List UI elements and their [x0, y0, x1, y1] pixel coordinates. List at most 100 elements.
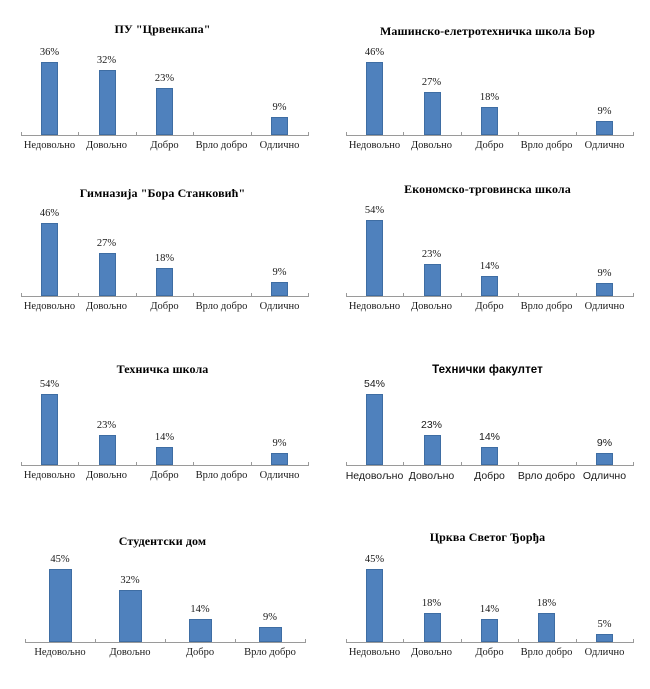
x-axis-line: [346, 465, 633, 466]
axis-tick: [633, 132, 634, 136]
axis-tick: [251, 132, 252, 136]
category-label: Одлично: [259, 140, 300, 151]
axis-tick: [576, 639, 577, 643]
bar: [596, 634, 613, 642]
axis-tick: [78, 462, 79, 466]
bar-value-label: 14%: [479, 604, 500, 615]
category-label: Врло добро: [195, 470, 248, 481]
bar: [596, 283, 613, 296]
axis-tick: [346, 462, 347, 466]
bar-value-label: 5%: [597, 619, 612, 630]
bar-value-label: 23%: [96, 420, 117, 431]
bar: [119, 590, 142, 642]
axis-tick: [251, 293, 252, 297]
chart-title: Гимназија "Бора Станковић": [79, 186, 246, 200]
bars-container: 54% 23% 14% 9%: [21, 350, 308, 465]
bar: [259, 627, 282, 642]
axis-tick: [21, 293, 22, 297]
bar-value-label: 32%: [120, 575, 140, 586]
axis-tick: [576, 462, 577, 466]
bar-value-label: 18%: [154, 253, 175, 264]
bar-value-label: 14%: [154, 432, 175, 443]
bar: [271, 453, 288, 465]
category-label: Довољно: [85, 301, 128, 312]
bar-value-label: 9%: [596, 437, 613, 449]
bar: [366, 394, 383, 465]
bar-value-label: 23%: [421, 249, 442, 260]
axis-tick: [518, 293, 519, 297]
chart-panel: Студентски дом 45% 32% 14% 9% Недовољно Довољн…: [0, 520, 325, 689]
category-label: Добро: [475, 140, 504, 151]
bar: [41, 62, 58, 135]
plot-area: 45% 18% 14% 18% 5%: [346, 520, 634, 643]
bars-container: 46% 27% 18% 9%: [21, 175, 308, 296]
category-label: Врло добро: [520, 140, 573, 151]
bar-value-label: 23%: [154, 73, 175, 84]
bar-value-label: 9%: [263, 612, 277, 623]
bar-value-label: 9%: [272, 267, 287, 278]
category-label: Врло добро: [195, 140, 248, 151]
bar: [99, 253, 116, 296]
bar: [99, 435, 116, 465]
x-axis-line: [21, 465, 308, 466]
axis-tick: [576, 293, 577, 297]
x-axis-line: [346, 642, 633, 643]
axis-tick: [403, 132, 404, 136]
category-label: Недовољно: [348, 301, 401, 312]
category-label: Добро: [475, 647, 504, 658]
chart-title: Машинско-елетротехничка школа Бор: [380, 24, 595, 38]
category-label: Одлично: [584, 301, 625, 312]
x-axis-line: [346, 135, 633, 136]
bar-value-label: 9%: [272, 438, 287, 449]
axis-tick: [633, 462, 634, 466]
bar: [156, 268, 173, 296]
axis-tick: [403, 293, 404, 297]
axis-tick: [403, 639, 404, 643]
chart-panel: Технички факултет 54% 23% 14% 9% Недовољно Дов…: [325, 350, 650, 520]
axis-tick: [165, 639, 166, 643]
axis-tick: [95, 639, 96, 643]
bars-container: 46% 27% 18% 9%: [346, 0, 633, 135]
bars-container: 45% 32% 14% 9%: [25, 520, 305, 642]
bar-value-label: 27%: [421, 77, 442, 88]
axis-tick: [78, 132, 79, 136]
bar-value-label: 14%: [190, 604, 210, 615]
axis-tick: [308, 462, 309, 466]
category-label: Добро: [150, 140, 179, 151]
axis-tick: [193, 293, 194, 297]
plot-area: 54% 23% 14% 9%: [346, 175, 634, 297]
bar-value-label: 9%: [597, 268, 612, 279]
axis-tick: [346, 639, 347, 643]
category-label: Недовољно: [23, 140, 76, 151]
bar: [596, 121, 613, 135]
axis-tick: [461, 462, 462, 466]
category-label: Довољно: [410, 647, 453, 658]
axis-tick: [251, 462, 252, 466]
axis-tick: [403, 462, 404, 466]
axis-tick: [346, 293, 347, 297]
axis-tick: [633, 639, 634, 643]
bar: [366, 220, 383, 296]
category-label: Одлично: [259, 470, 300, 481]
axis-tick: [136, 293, 137, 297]
category-label: Довољно: [109, 647, 151, 658]
category-label: Добро: [150, 470, 179, 481]
bar-value-label: 32%: [96, 55, 117, 66]
axis-tick: [21, 132, 22, 136]
axis-tick: [305, 639, 306, 643]
chart-panel: Техничка школа 54% 23% 14% 9% Недовољно Довољн…: [0, 350, 325, 520]
plot-area: 36% 32% 23% 9%: [21, 0, 309, 136]
axis-tick: [576, 132, 577, 136]
bar-value-label: 45%: [50, 554, 70, 565]
x-axis-line: [21, 296, 308, 297]
bar: [424, 92, 441, 135]
category-label: Недовољно: [23, 470, 76, 481]
bar: [271, 117, 288, 135]
bar-value-label: 14%: [479, 261, 500, 272]
bar: [424, 264, 441, 296]
axis-tick: [308, 132, 309, 136]
axis-tick: [193, 132, 194, 136]
axis-tick: [633, 293, 634, 297]
bar-value-label: 46%: [39, 208, 60, 219]
